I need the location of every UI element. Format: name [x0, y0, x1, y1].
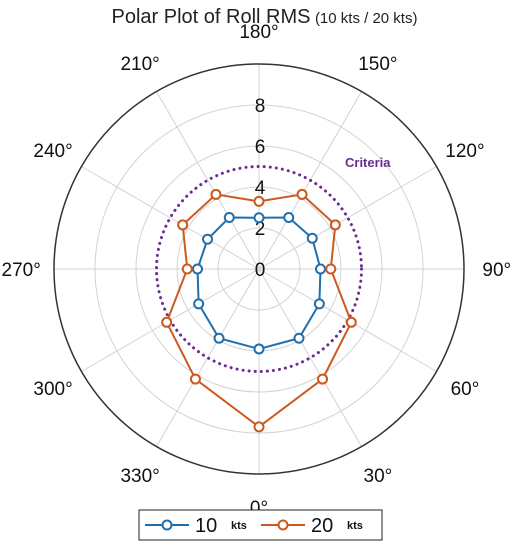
series-point-10 [315, 263, 326, 275]
series-point-10 [213, 332, 225, 344]
series-point-20 [317, 373, 329, 385]
angle-tick-label: 120° [445, 141, 484, 162]
series-point-20 [177, 219, 189, 231]
chart-title-main: Polar Plot of Roll RMS [111, 6, 311, 28]
angle-tick-label: 30° [364, 466, 393, 487]
series-point-20 [345, 316, 357, 328]
series-point-10 [202, 233, 214, 245]
series-point-20 [329, 219, 341, 231]
series-point-10 [253, 212, 265, 224]
series-point-20 [181, 263, 193, 275]
series-point-20 [210, 188, 222, 200]
criteria-label: Criteria [345, 155, 391, 170]
legend-unit-20: kts [347, 520, 363, 532]
radial-tick-label: 6 [255, 137, 266, 158]
angle-tick-label: 90° [482, 260, 511, 281]
chart-title-sub: (10 kts / 20 kts) [314, 10, 418, 27]
chart-title: Polar Plot of Roll RMS (10 kts / 20 kts) [0, 6, 529, 29]
criteria-circle [155, 165, 363, 373]
legend-unit-10: kts [231, 520, 247, 532]
grid-spoke [258, 166, 437, 270]
radial-tick-label: 8 [255, 96, 266, 117]
series-point-20 [189, 373, 201, 385]
series-point-10 [293, 332, 305, 344]
radial-tick-label: 2 [255, 219, 266, 240]
angle-tick-label: 240° [33, 141, 72, 162]
series-point-10 [223, 212, 235, 224]
legend-label-10: 10 [195, 515, 217, 537]
series-point-10 [313, 298, 325, 310]
angle-tick-label: 330° [120, 466, 159, 487]
grid-spoke [156, 91, 260, 270]
series-point-20 [253, 421, 265, 433]
outer-axis-circle [53, 63, 465, 475]
series-point-10 [253, 343, 265, 355]
angle-tick-label: 210° [120, 54, 159, 75]
grid-spoke [258, 268, 362, 447]
angle-tick-label: 60° [451, 379, 480, 400]
series-point-10 [192, 263, 203, 275]
legend-marker-20 [277, 519, 289, 531]
series-point-10 [306, 232, 318, 244]
series-point-20 [253, 195, 265, 207]
angle-tick-label: 270° [2, 260, 41, 281]
legend-marker-10 [161, 519, 173, 531]
radial-tick-label: 4 [255, 178, 266, 199]
angle-tick-label: 300° [33, 379, 72, 400]
series-point-20 [296, 188, 308, 200]
series-point-10 [283, 212, 295, 224]
series-point-20 [325, 263, 337, 275]
series-point-20 [161, 316, 173, 328]
radial-tick-label: 0 [255, 260, 266, 281]
angle-tick-label: 180° [239, 22, 278, 43]
grid-spoke [81, 166, 260, 270]
angle-tick-label: 150° [358, 54, 397, 75]
series-point-10 [193, 298, 205, 310]
legend-label-20: 20 [311, 515, 333, 537]
